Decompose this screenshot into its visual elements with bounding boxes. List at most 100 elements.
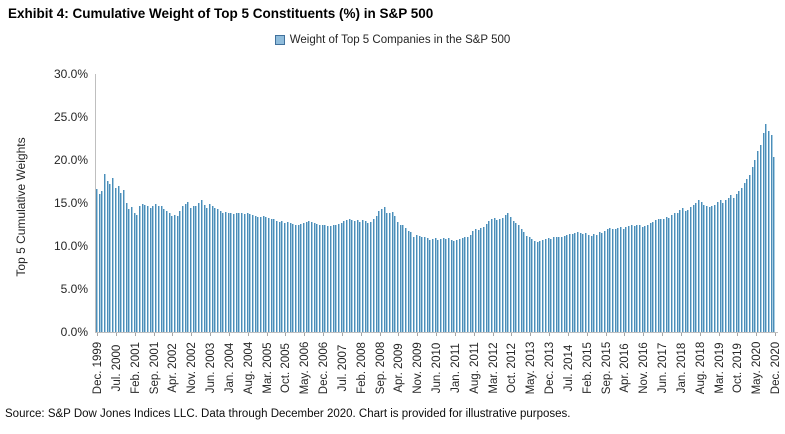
bar <box>268 217 270 332</box>
bar <box>278 221 281 332</box>
bar <box>628 226 631 332</box>
bar <box>719 200 722 332</box>
bar <box>641 227 644 332</box>
bar <box>574 233 577 332</box>
bar <box>552 237 555 332</box>
bar <box>418 235 421 332</box>
bar <box>652 221 655 332</box>
bar <box>644 226 647 332</box>
bar <box>176 215 179 332</box>
x-axis-tick <box>737 333 739 336</box>
bar <box>356 220 359 332</box>
bar <box>504 215 507 332</box>
bar <box>679 209 682 332</box>
bar <box>421 236 424 332</box>
bar <box>219 210 222 332</box>
x-axis-tick <box>756 333 758 336</box>
bar <box>254 215 257 332</box>
bar <box>337 223 340 332</box>
bar <box>663 218 666 332</box>
x-axis-tick <box>115 333 117 336</box>
bar <box>200 200 203 332</box>
x-axis-tick <box>492 333 494 336</box>
bar <box>499 219 502 332</box>
bar <box>633 226 636 332</box>
bar <box>437 240 440 332</box>
x-axis-tick <box>341 333 343 336</box>
bar <box>319 224 322 332</box>
bar <box>542 240 545 332</box>
bar <box>294 224 297 332</box>
bar <box>738 191 741 332</box>
x-axis-line <box>95 332 778 333</box>
bar <box>698 200 700 332</box>
x-axis-tick <box>210 333 211 336</box>
bar <box>612 228 614 332</box>
bar <box>225 211 227 332</box>
bar <box>603 231 606 332</box>
bar <box>703 204 706 332</box>
x-axis-tick-label: Sep. 2015 <box>600 341 613 395</box>
bar <box>141 203 144 332</box>
bar <box>622 228 625 332</box>
x-axis-tick <box>153 333 155 336</box>
bar <box>711 206 714 332</box>
bar <box>461 238 464 332</box>
bar <box>378 210 381 332</box>
bar <box>413 236 416 332</box>
bar <box>211 206 214 332</box>
bar <box>523 232 526 332</box>
x-axis-tick-label: Dec. 2013 <box>544 341 556 395</box>
bar <box>714 204 717 332</box>
x-axis-tick <box>228 333 230 336</box>
x-axis-tick-label: May. 2006 <box>299 341 312 395</box>
bar <box>292 223 295 332</box>
bar <box>192 206 195 332</box>
legend-label: Weight of Top 5 Companies in the S&P 500 <box>289 34 511 46</box>
bar <box>767 130 770 332</box>
y-axis-line <box>95 74 96 333</box>
bar-series <box>96 74 776 332</box>
bar <box>372 218 375 332</box>
bar <box>582 234 585 332</box>
bar <box>351 220 354 332</box>
bar <box>147 205 150 332</box>
bar <box>265 216 268 332</box>
x-axis-tick <box>680 333 682 336</box>
bar <box>585 233 588 332</box>
bar <box>391 211 394 332</box>
bar <box>431 239 434 332</box>
x-axis-tick-label: Jul. 2007 <box>336 344 349 392</box>
x-axis-tick <box>549 333 550 336</box>
bar <box>563 235 566 332</box>
bar <box>512 221 515 332</box>
bar <box>343 221 346 332</box>
bar <box>456 240 459 332</box>
x-axis-tick <box>511 333 513 336</box>
bar <box>407 230 410 332</box>
bar <box>139 206 141 332</box>
bar <box>276 221 279 332</box>
x-axis-tick <box>323 333 324 336</box>
x-axis-tick-label: Jun. 2003 <box>205 342 217 394</box>
bar <box>477 229 480 332</box>
bar <box>311 221 313 332</box>
x-axis-tick <box>624 333 626 336</box>
bar <box>415 234 418 332</box>
bar <box>128 209 131 332</box>
bar <box>757 151 760 332</box>
bar <box>402 225 405 332</box>
x-axis-tick <box>285 333 287 336</box>
bar <box>367 222 370 332</box>
x-axis-tick <box>304 333 306 336</box>
bar <box>329 226 332 332</box>
bar <box>566 234 569 332</box>
bar <box>445 239 448 332</box>
bar <box>507 213 510 332</box>
bar <box>259 216 262 332</box>
bar <box>98 193 101 332</box>
bar <box>227 212 230 332</box>
bar <box>257 216 260 332</box>
x-axis-tick-label: Jan. 2018 <box>675 342 688 394</box>
x-axis-tick-label: Feb. 2008 <box>355 342 368 394</box>
